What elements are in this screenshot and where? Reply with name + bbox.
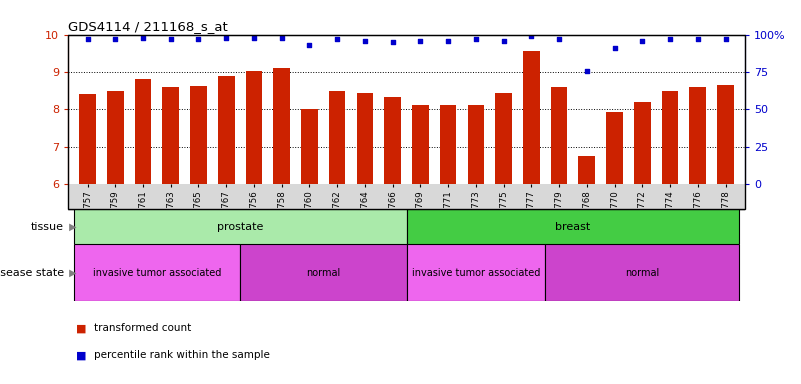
Point (469, 36, 482, 42)
Point (303, 42, 316, 48)
Bar (495, 93, 512, 184)
Point (414, 38, 427, 44)
Bar (662, 91, 678, 184)
Bar (468, 105, 484, 184)
Text: prostate: prostate (217, 222, 264, 232)
Text: ▶: ▶ (66, 222, 77, 232)
Text: percentile rank within the sample: percentile rank within the sample (94, 350, 270, 360)
Point (248, 35, 260, 41)
Bar (240, 244, 407, 301)
Point (608, 45, 621, 51)
Bar (329, 91, 345, 184)
Point (276, 35, 288, 41)
Bar (407, 244, 545, 301)
Point (441, 38, 454, 44)
Point (497, 38, 510, 44)
Bar (440, 105, 457, 184)
Text: invasive tumor associated: invasive tumor associated (412, 268, 540, 278)
Point (691, 36, 704, 42)
Text: invasive tumor associated: invasive tumor associated (93, 268, 221, 278)
Bar (163, 87, 179, 184)
Point (164, 36, 177, 42)
Bar (190, 86, 207, 184)
Bar (412, 105, 429, 184)
Bar (135, 79, 151, 184)
Bar (107, 91, 123, 184)
Text: disease state: disease state (0, 268, 64, 278)
Bar (356, 93, 373, 184)
Text: GDS4114 / 211168_s_at: GDS4114 / 211168_s_at (68, 20, 227, 33)
Bar (578, 156, 595, 184)
Point (81, 36, 94, 42)
Bar (606, 113, 623, 184)
Text: ■: ■ (76, 350, 87, 360)
Point (109, 36, 122, 42)
Bar (74, 244, 240, 301)
Bar (690, 87, 706, 184)
Bar (384, 98, 401, 184)
Point (719, 36, 732, 42)
Bar (551, 87, 567, 184)
Text: ■: ■ (76, 323, 87, 333)
Text: ▶: ▶ (66, 268, 77, 278)
Point (331, 36, 344, 42)
Point (137, 35, 150, 41)
Bar (218, 76, 235, 184)
Bar (246, 71, 262, 184)
Text: transformed count: transformed count (94, 323, 191, 333)
Text: tissue: tissue (31, 222, 64, 232)
Bar (79, 94, 96, 184)
Text: breast: breast (555, 222, 590, 232)
Bar (74, 209, 407, 244)
Bar (523, 51, 540, 184)
Bar (407, 209, 739, 244)
Point (525, 33, 537, 39)
Point (663, 36, 676, 42)
Text: normal: normal (625, 268, 659, 278)
Point (192, 36, 205, 42)
Point (386, 39, 399, 45)
Point (553, 36, 566, 42)
Bar (717, 85, 734, 184)
Point (219, 35, 232, 41)
Text: normal: normal (306, 268, 340, 278)
Point (359, 38, 372, 44)
Bar (545, 244, 739, 301)
Bar (634, 102, 650, 184)
Bar (273, 68, 290, 184)
Point (581, 68, 594, 74)
Bar (301, 109, 318, 184)
Point (636, 38, 649, 44)
